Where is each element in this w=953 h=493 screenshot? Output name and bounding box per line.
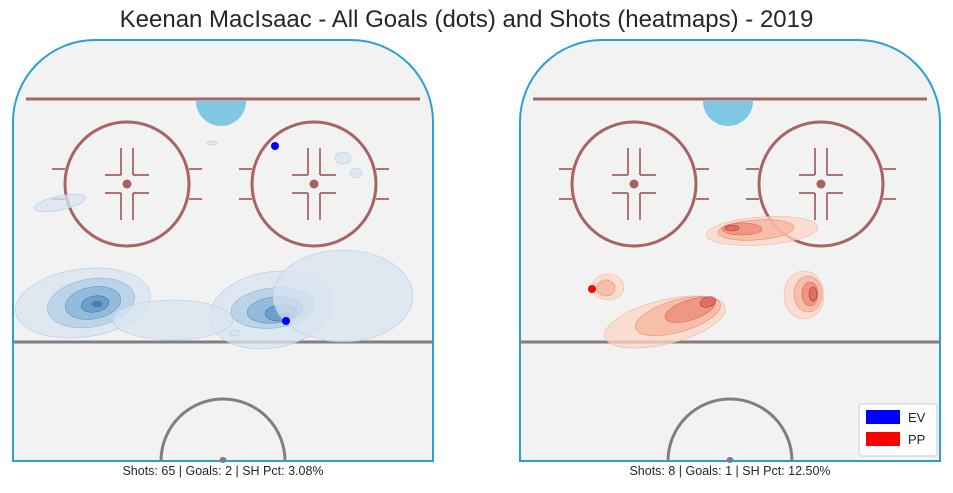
- heat-contour: [699, 296, 717, 308]
- faceoff-circle: [63, 120, 191, 248]
- faceoff-circle-left: [559, 120, 709, 248]
- heat-contour: [206, 140, 218, 146]
- legend-label-pp: PP: [908, 432, 925, 447]
- heat-contour: [596, 279, 616, 297]
- legend: EV PP: [858, 403, 938, 457]
- rink-surface: [519, 39, 941, 462]
- shot-heatmap: [591, 216, 825, 349]
- heat-contour: [808, 286, 818, 302]
- goal-dot: [271, 142, 279, 150]
- legend-label-ev: EV: [908, 410, 926, 425]
- center-ice-dot: [726, 457, 734, 463]
- faceoff-dot: [122, 179, 132, 189]
- heat-contour: [229, 329, 241, 337]
- goal-dot: [282, 317, 290, 325]
- faceoff-dot: [309, 179, 319, 189]
- legend-swatch-ev: [866, 410, 900, 424]
- heat-contour: [91, 300, 103, 308]
- faceoff-dot: [629, 179, 639, 189]
- goal-crease: [703, 101, 753, 126]
- heat-contour: [272, 249, 414, 343]
- chart-title: Keenan MacIsaac - All Goals (dots) and S…: [119, 6, 814, 33]
- heat-contour: [334, 151, 352, 165]
- heat-contour: [112, 299, 234, 341]
- center-ice-dot: [219, 457, 227, 463]
- faceoff-circle: [757, 120, 885, 248]
- faceoff-circle: [570, 120, 698, 248]
- center-ice-circle: [159, 397, 287, 462]
- heat-contour: [724, 224, 740, 232]
- faceoff-circle: [250, 120, 378, 248]
- legend-swatch-pp: [866, 432, 900, 446]
- heat-contour: [349, 167, 363, 179]
- faceoff-circle-right: [746, 120, 896, 248]
- right-panel-caption: Shots: 8 | Goals: 1 | SH Pct: 12.50%: [629, 464, 831, 478]
- goal-crease: [196, 101, 246, 126]
- faceoff-circle-right: [239, 120, 389, 248]
- heat-contour: [34, 193, 86, 213]
- faceoff-dot: [816, 179, 826, 189]
- right-rink-panel: [519, 39, 941, 463]
- shot-heatmap: [15, 140, 414, 350]
- left-panel-caption: Shots: 65 | Goals: 2 | SH Pct: 3.08%: [122, 464, 324, 478]
- left-rink-panel: [12, 39, 434, 463]
- rink-surface: [12, 39, 434, 462]
- goal-dot: [588, 285, 596, 293]
- center-ice-circle: [666, 397, 794, 462]
